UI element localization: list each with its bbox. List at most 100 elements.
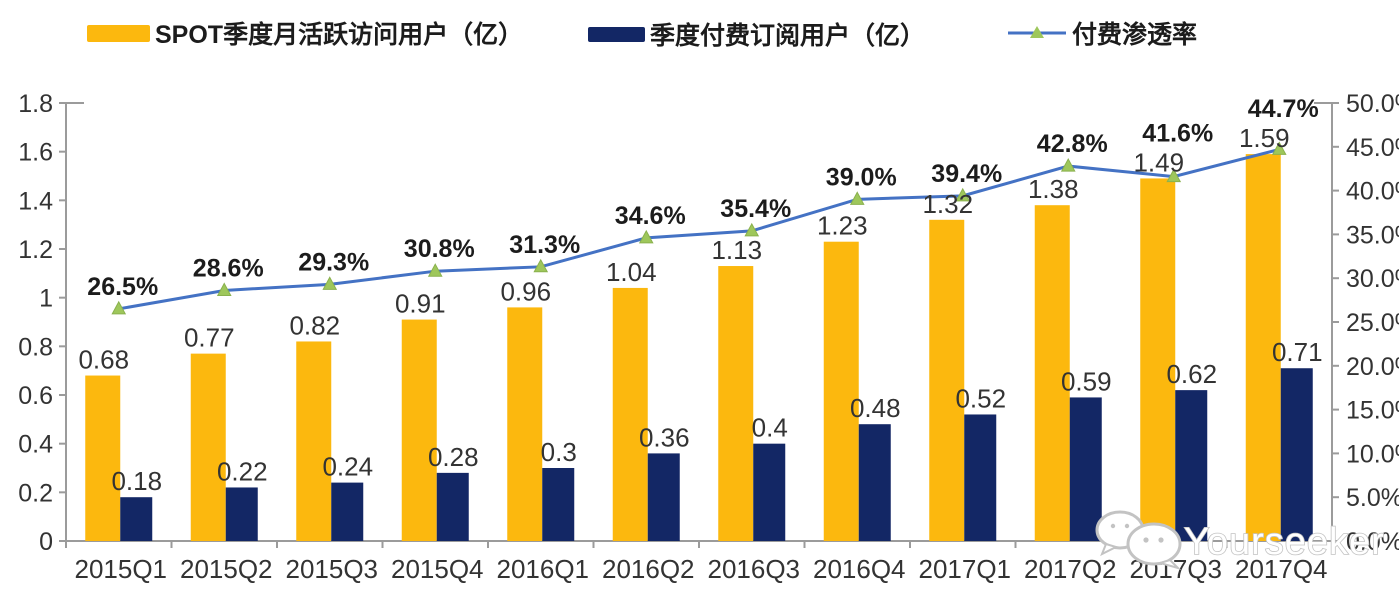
penetration-value-label: 26.5% — [87, 273, 158, 301]
subscribers-value-label: 0.59 — [1061, 366, 1112, 396]
mau-value-label: 1.49 — [1133, 147, 1184, 177]
penetration-marker — [216, 282, 232, 296]
subscribers-bar — [1069, 397, 1102, 541]
watermark: Yourseeker — [1095, 510, 1385, 570]
right-tick-label: 10.0% — [1346, 440, 1399, 468]
subscribers-bar — [1175, 390, 1208, 541]
penetration-value-label: 44.7% — [1248, 95, 1319, 123]
mau-bar — [612, 287, 648, 541]
subscribers-value-label: 0.3 — [541, 437, 577, 467]
mau-value-label: 0.91 — [395, 289, 446, 319]
right-tick-label: 40.0% — [1346, 178, 1399, 206]
watermark-text: Yourseeker — [1184, 521, 1385, 563]
x-tick-label: 2017Q1 — [918, 554, 1011, 584]
mau-value-label: 0.96 — [500, 276, 551, 306]
left-tick-label: 0.2 — [18, 479, 53, 507]
mau-value-label: 1.59 — [1239, 123, 1290, 153]
mau-bar — [190, 353, 226, 541]
mau-value-label: 1.23 — [817, 211, 868, 241]
subscribers-bar — [436, 472, 469, 541]
x-tick-label: 2016Q3 — [707, 554, 800, 584]
mau-bar — [296, 341, 332, 541]
x-tick-label: 2015Q2 — [180, 554, 273, 584]
mau-bar — [507, 307, 543, 541]
subscribers-bar — [1280, 368, 1313, 541]
penetration-marker — [1271, 141, 1287, 155]
penetration-marker — [427, 263, 443, 277]
mau-bar — [401, 319, 437, 541]
x-tick-label: 2015Q3 — [285, 554, 378, 584]
subscribers-value-label: 0.36 — [639, 422, 690, 452]
mau-legend-label: SPOT季度月活跃访问用户（亿） — [155, 21, 524, 49]
right-tick-label: 0.0% — [1346, 528, 1399, 556]
subscribers-value-label: 0.4 — [752, 413, 788, 443]
penetration-marker — [849, 191, 865, 205]
penetration-marker — [744, 222, 760, 237]
left-tick-label: 1 — [39, 285, 53, 313]
right-tick-label: 30.0% — [1346, 265, 1399, 293]
left-tick-label: 1.4 — [18, 187, 53, 215]
subscribers-bar — [120, 497, 153, 541]
penetration-marker — [533, 258, 549, 273]
legend-item-subscribers: 季度付费订阅用户（亿） — [588, 16, 925, 52]
right-tick-label: 15.0% — [1346, 397, 1399, 425]
left-tick-label: 1.2 — [18, 236, 53, 264]
x-tick-label: 2016Q4 — [813, 554, 906, 584]
x-tick-label: 2016Q1 — [496, 554, 589, 584]
penetration-value-label: 30.8% — [404, 235, 475, 263]
penetration-value-label: 39.4% — [931, 160, 1002, 188]
penetration-marker — [111, 300, 127, 315]
right-tick-label: 35.0% — [1346, 221, 1399, 249]
penetration-value-label: 35.4% — [720, 195, 791, 223]
left-tick-label: 0.6 — [18, 382, 53, 410]
subscribers-value-label: 0.52 — [955, 383, 1006, 413]
x-tick-label: 2017Q2 — [1024, 554, 1117, 584]
left-tick-label: 0.4 — [18, 431, 53, 459]
x-tick-label: 2015Q4 — [391, 554, 484, 584]
penetration-marker — [1166, 168, 1182, 183]
penetration-marker — [1060, 158, 1076, 172]
mau-legend-swatch — [87, 24, 150, 42]
right-tick-label: 5.0% — [1346, 484, 1399, 512]
mau-value-label: 1.38 — [1028, 174, 1079, 204]
wechat-icon — [1095, 510, 1182, 570]
subscribers-bar — [331, 482, 364, 541]
penetration-value-label: 34.6% — [615, 202, 686, 230]
mau-bar — [718, 266, 754, 541]
penetration-marker — [322, 276, 338, 290]
mau-value-label: 1.04 — [606, 257, 657, 287]
mau-bar — [823, 241, 859, 541]
penetration-value-label: 39.0% — [826, 163, 897, 191]
subscribers-bar — [647, 453, 680, 541]
subscribers-legend-swatch — [588, 26, 645, 42]
penetration-legend-label: 付费渗透率 — [1072, 21, 1198, 49]
line-marker-icon — [1008, 26, 1066, 38]
mau-bar — [1034, 205, 1070, 541]
mau-value-label: 1.32 — [922, 189, 973, 219]
subscribers-value-label: 0.71 — [1272, 337, 1323, 367]
penetration-value-label: 41.6% — [1142, 119, 1213, 147]
penetration-value-label: 28.6% — [193, 254, 264, 282]
right-tick-label: 20.0% — [1346, 353, 1399, 381]
subscribers-bar — [858, 424, 891, 541]
left-tick-label: 1.6 — [18, 139, 53, 167]
x-tick-label: 2016Q2 — [602, 554, 695, 584]
x-tick-label: 2017Q4 — [1235, 554, 1328, 584]
right-tick-label: 45.0% — [1346, 134, 1399, 162]
legend: SPOT季度月活跃访问用户（亿） 季度付费订阅用户（亿） 付费渗透率 — [0, 0, 1399, 52]
subscribers-value-label: 0.48 — [850, 393, 901, 423]
subscribers-value-label: 0.18 — [111, 466, 162, 496]
mau-value-label: 1.13 — [711, 235, 762, 265]
subscribers-value-label: 0.24 — [322, 452, 373, 482]
mau-bar — [1245, 154, 1281, 541]
penetration-value-label: 42.8% — [1037, 130, 1108, 158]
right-tick-label: 25.0% — [1346, 309, 1399, 337]
subscribers-value-label: 0.22 — [217, 456, 268, 486]
left-tick-label: 0.8 — [18, 333, 53, 361]
mau-bar — [929, 219, 965, 542]
penetration-value-label: 31.3% — [509, 231, 580, 259]
left-tick-label: 1.8 — [18, 90, 53, 118]
mau-value-label: 0.68 — [78, 345, 129, 375]
